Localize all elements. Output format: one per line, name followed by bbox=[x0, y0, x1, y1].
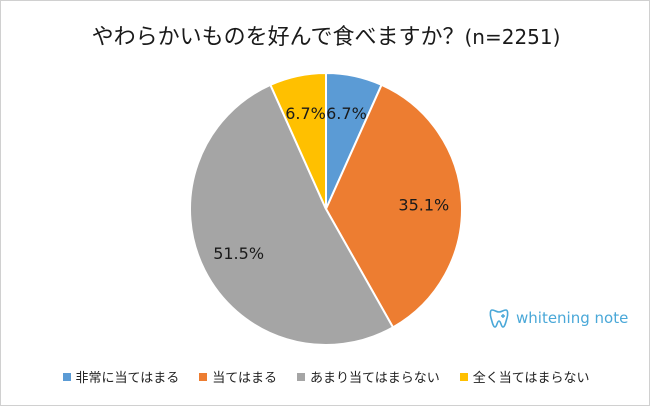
brand-logo: whitening note bbox=[488, 307, 628, 329]
legend-item-1: 当てはまる bbox=[199, 367, 277, 386]
tooth-icon bbox=[489, 309, 509, 328]
pie-slice-3 bbox=[269, 71, 327, 210]
legend-swatch bbox=[297, 372, 305, 381]
pie-slice-2 bbox=[189, 83, 395, 346]
chart-title: やわらかいものを好んで食べますか？(n=2251) bbox=[1, 19, 650, 51]
legend-item-3: 全く当てはまらない bbox=[459, 367, 590, 386]
legend-label: 全く当てはまらない bbox=[472, 371, 590, 386]
brand-logo-text: whitening note bbox=[516, 309, 629, 327]
legend-item-2: あまり当てはまらない bbox=[297, 367, 440, 386]
legend-swatch bbox=[459, 372, 468, 381]
legend-label: あまり当てはまらない bbox=[310, 371, 440, 386]
legend-swatch bbox=[62, 372, 71, 381]
data-label-2: 51.5% bbox=[213, 244, 264, 263]
data-label-3: 6.7% bbox=[285, 104, 326, 123]
legend-label: 当てはまる bbox=[212, 371, 277, 386]
legend-item-0: 非常に当てはまる bbox=[62, 367, 180, 386]
legend-swatch bbox=[199, 372, 208, 381]
data-label-0: 6.7% bbox=[326, 104, 367, 123]
chart-subtitle: (n=2251) bbox=[464, 25, 561, 49]
pie-slice-1 bbox=[324, 83, 463, 329]
chart-title-text: やわらかいものを好んで食べますか？ bbox=[91, 25, 465, 50]
data-label-1: 35.1% bbox=[398, 195, 449, 214]
legend-label: 非常に当てはまる bbox=[75, 371, 180, 386]
chart-legend: 非常に当てはまる 当てはまる あまり当てはまらない 全く当てはまらない bbox=[1, 367, 650, 386]
